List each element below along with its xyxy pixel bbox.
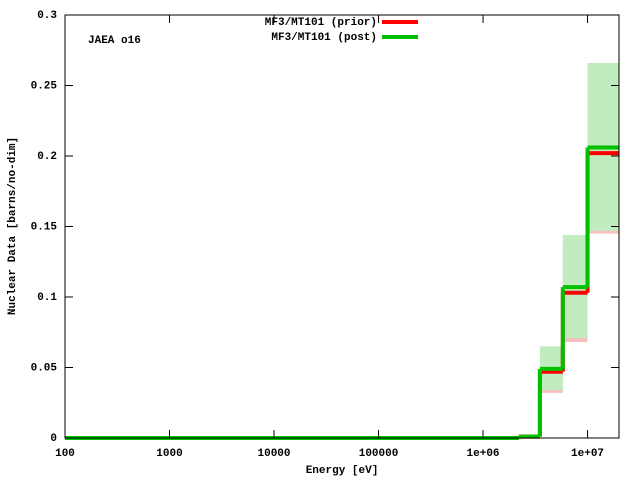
x-tick-label: 1e+07 [571, 448, 604, 460]
y-axis-label: Nuclear Data [barns/no-dim] [7, 137, 19, 315]
y-tick-label: 0.1 [37, 292, 57, 304]
y-tick-label: 0.3 [37, 10, 57, 22]
x-tick-label: 1000 [156, 448, 182, 460]
y-tick-label: 0.25 [31, 80, 58, 92]
x-tick-label: 1e+06 [467, 448, 500, 460]
y-tick-label: 0.05 [31, 362, 58, 374]
x-tick-label: 10000 [258, 448, 291, 460]
y-tick-label: 0.2 [37, 151, 57, 163]
annotation: JAEA o16 [88, 35, 141, 47]
legend-label: MF3/MT101 (post) [271, 32, 377, 44]
legend-label: MF3/MT101 (prior) [265, 17, 377, 29]
x-tick-label: 100000 [359, 448, 399, 460]
y-tick-label: 0.15 [31, 221, 58, 233]
y-tick-label: 0 [50, 433, 57, 445]
x-axis-label: Energy [eV] [306, 465, 379, 477]
x-tick-label: 100 [55, 448, 75, 460]
